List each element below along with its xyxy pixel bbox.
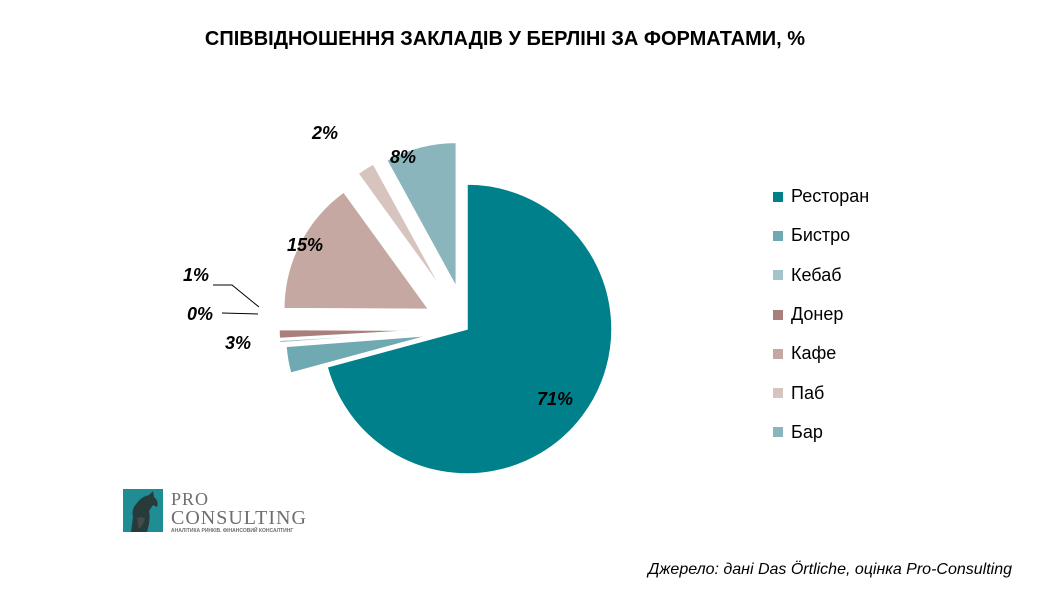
legend-item-kebab: Кебаб [773, 256, 869, 295]
pie-slice-kafe [282, 190, 431, 311]
logo-text-pro: PRO [171, 489, 210, 509]
data-label-kafe: 15% [287, 235, 323, 255]
pie-slice-doner [278, 328, 425, 340]
data-label-bistro: 3% [225, 333, 251, 353]
data-label-doner: 1% [183, 265, 209, 285]
leader-line-kebab [221, 312, 259, 315]
legend-swatch [773, 191, 783, 202]
legend-item-doner: Донер [773, 295, 869, 334]
legend-item-pab: Паб [773, 373, 869, 412]
source-note: Джерело: дані Das Örtliche, оцінка Pro-C… [648, 561, 1012, 578]
legend-label: Бистро [791, 225, 851, 246]
legend-item-restoran: Ресторан [773, 177, 869, 216]
pie-slice-bistro [285, 334, 431, 375]
pie-slice-bar [385, 141, 458, 288]
legend-label: Паб [791, 382, 825, 403]
legend: Ресторан Бистро Кебаб Донер Кафе Паб Бар [773, 177, 869, 452]
data-label-pab: 2% [311, 123, 338, 143]
legend-item-bar: Бар [773, 413, 869, 452]
logo-text-consulting: CONSULTING [171, 507, 307, 529]
legend-label: Ресторан [791, 186, 870, 207]
chart-title: СПІВВІДНОШЕННЯ ЗАКЛАДІВ У БЕРЛІНІ ЗА ФОР… [204, 28, 806, 50]
logo-tagline: АНАЛІТИКА РИНКІВ. ФІНАНСОВИЙ КОНСАЛТИНГ [171, 528, 294, 534]
legend-item-kafe: Кафе [773, 334, 869, 373]
legend-label: Бар [791, 421, 823, 442]
data-label-kebab: 0% [187, 304, 213, 324]
pie-slice-restoran [326, 183, 613, 475]
legend-swatch [773, 270, 783, 281]
data-label-bar: 8% [390, 147, 416, 167]
legend-label: Кафе [791, 343, 837, 364]
horse-logo-icon [123, 489, 163, 532]
legend-swatch [773, 348, 783, 359]
legend-swatch [773, 309, 783, 320]
legend-item-bistro: Бистро [773, 216, 869, 255]
legend-swatch [773, 388, 783, 399]
data-label-restoran: 71% [537, 389, 573, 409]
legend-label: Донер [791, 304, 844, 325]
pro-consulting-logo: PRO CONSULTING АНАЛІТИКА РИНКІВ. ФІНАНСО… [123, 489, 333, 535]
leader-line-doner [213, 284, 260, 308]
legend-swatch [773, 427, 783, 438]
pie-slice-kebab [278, 331, 425, 344]
legend-label: Кебаб [791, 264, 842, 285]
pie-slice-pab [356, 162, 444, 292]
legend-swatch [773, 230, 783, 241]
